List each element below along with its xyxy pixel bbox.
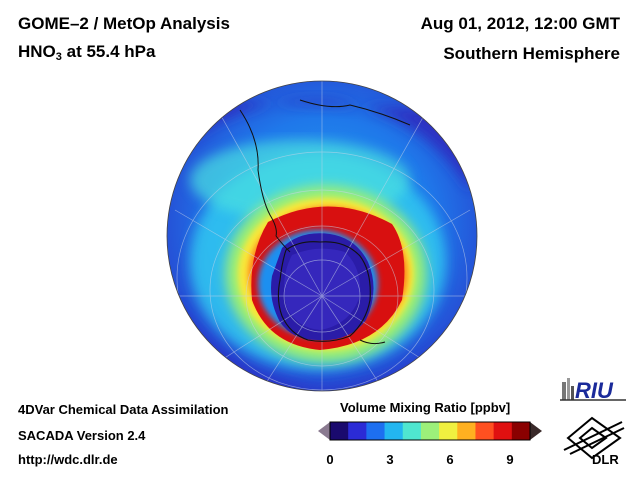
colorbar-segment [439,422,458,440]
colorbar-tick-label: 3 [386,452,394,467]
riu-logo: RIU [560,378,626,403]
title-instrument: GOME–2 / MetOp Analysis [18,14,230,33]
dlr-logo: DLR [563,416,625,466]
colorbar-min-cap [318,422,330,440]
colorbar-segment [384,422,404,440]
footer-url[interactable]: http://wdc.dlr.de [18,452,118,467]
colorbar-segment [457,422,477,440]
colorbar [318,421,542,441]
colorbar-segment [402,422,422,440]
svg-text:RIU: RIU [575,378,614,403]
colorbar-segment [475,422,495,440]
colorbar-tick-label: 0 [326,452,334,467]
hemisphere-label: Southern Hemisphere [443,44,620,63]
colorbar-segment [493,422,513,440]
globe-outline [166,80,478,392]
footer-method: 4DVar Chemical Data Assimilation [18,402,229,417]
colorbar-segment [348,422,367,440]
colorbar-segment [420,422,440,440]
date-label: Aug 01, 2012, 12:00 GMT [420,14,620,33]
coastlines [239,99,411,345]
title-species: HNO3 at 55.4 hPa [18,42,156,63]
colorbar-segment [366,422,386,440]
footer-version: SACADA Version 2.4 [18,428,146,443]
colorbar-tick-label: 6 [446,452,454,467]
globe-field [167,81,477,391]
colorbar-tick-label: 9 [506,452,514,467]
colorbar-segment [511,422,531,440]
colorbar-title: Volume Mixing Ratio [ppbv] [340,400,511,415]
svg-text:DLR: DLR [592,452,619,466]
colorbar-frame [329,421,531,441]
colorbar-segment [330,422,349,440]
colorbar-max-cap [530,422,542,440]
graticule [167,81,477,391]
